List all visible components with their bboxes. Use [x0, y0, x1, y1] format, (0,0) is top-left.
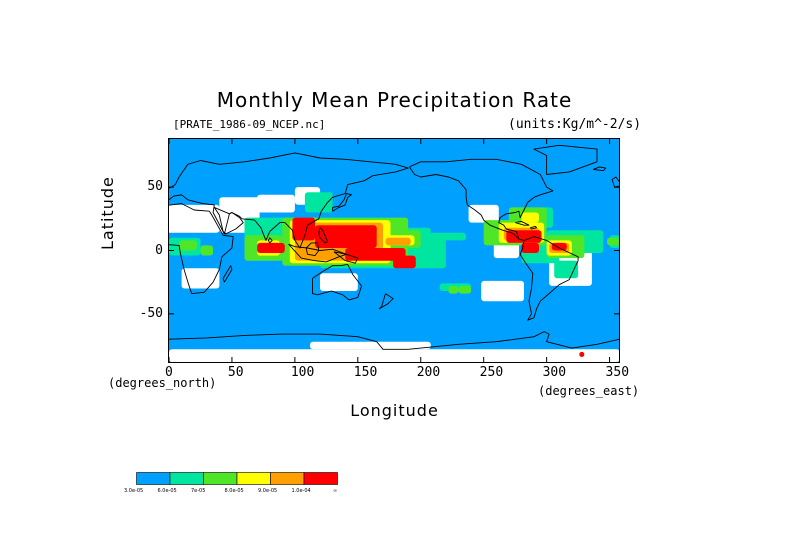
chart-title: Monthly Mean Precipitation Rate: [216, 88, 573, 112]
colorbar-swatch-0: [136, 472, 171, 485]
precip-cell-12: [169, 349, 619, 362]
precip-cell-51: [345, 248, 406, 261]
colorbar-swatch-5: [303, 472, 338, 485]
precip-cell-26: [179, 240, 197, 251]
precip-cell-41: [521, 212, 539, 223]
coastline-srilanka: [267, 237, 273, 244]
precip-cell-25: [554, 260, 579, 279]
x-tick-label-0: 0: [165, 365, 173, 380]
colorbar-swatch-1: [169, 472, 204, 485]
x-tick-label-7: 350: [605, 365, 630, 380]
units-label: (units:Kg/m^-2/s): [508, 117, 642, 132]
y-tick-label-1: 0: [155, 242, 163, 258]
precip-cell-34: [448, 286, 459, 294]
precip-cell-50: [315, 225, 377, 248]
precip-cell-11: [301, 187, 315, 193]
x-axis-units: (degrees_east): [538, 384, 640, 398]
coastline-southamerica: [519, 236, 579, 321]
coastline-borneo: [305, 242, 320, 257]
file-label: [PRATE_1986-09_NCEP.nc]: [173, 118, 326, 131]
precip-cell-3: [257, 194, 295, 213]
colorbar-label-0: 3.0e-05: [124, 488, 144, 494]
precip-cell-55: [551, 242, 567, 251]
coastline-philippines: [318, 227, 329, 244]
x-tick-label-6: 300: [542, 365, 567, 380]
precip-cell-7: [468, 204, 499, 223]
coastline-arabia: [213, 206, 244, 235]
coastline-africa: [169, 203, 234, 295]
precipitation-map: [169, 139, 619, 362]
precip-cell-52: [393, 255, 416, 269]
colorbar-label-4: 9.0e-05: [258, 488, 278, 494]
x-tick-label-4: 200: [416, 365, 441, 380]
coastline-newguinea: [333, 251, 359, 264]
coastline-antarctica: [169, 331, 619, 350]
precip-cell-56: [579, 351, 585, 357]
precip-cell-36: [458, 286, 472, 294]
precip-cell-54: [521, 242, 539, 253]
precip-cell-6: [320, 273, 358, 291]
coastline-japan: [332, 193, 352, 212]
colorbar-swatch-4: [270, 472, 305, 485]
coastline-newzealand: [378, 293, 394, 310]
precip-cell-53: [506, 230, 542, 243]
y-axis-units: (degrees_north): [108, 376, 217, 390]
plot-area: [168, 138, 620, 363]
colorbar-swatch-3: [236, 472, 271, 485]
precip-cell-47: [385, 237, 411, 246]
coastline-britain: [611, 176, 619, 188]
precip-cell-9: [481, 280, 524, 302]
x-tick-label-5: 250: [479, 365, 504, 380]
coastline-northamerica: [409, 158, 554, 241]
coastline-australia: [312, 263, 363, 301]
x-tick-label-1: 50: [227, 365, 244, 380]
precip-cell-23: [304, 192, 333, 213]
colorbar-label-2: 7e-05: [191, 488, 206, 494]
coastline-eurasia: [169, 152, 409, 249]
precip-cell-35: [607, 237, 619, 246]
precip-cell-48: [257, 242, 285, 253]
precip-cell-13: [310, 341, 431, 350]
coastline-hispaniola: [529, 225, 538, 230]
colorbar-swatch-2: [203, 472, 238, 485]
coastline-madagascar: [222, 265, 233, 283]
colorbar-label-3: 8.0e-05: [224, 488, 244, 494]
precip-cell-49: [292, 217, 316, 241]
colorbar-label-5: 1.0e-04: [291, 488, 311, 494]
x-tick-label-3: 150: [353, 365, 378, 380]
y-tick-label-2: -50: [139, 305, 163, 321]
coastline-greenland: [533, 144, 598, 175]
precip-cell-22: [415, 232, 466, 241]
y-tick-label-0: 50: [147, 179, 163, 195]
coastline-iceland: [593, 166, 607, 172]
colorbar-label-1: 6.0e-05: [157, 488, 177, 494]
colorbar-label-top: ∞: [333, 488, 338, 494]
coastline-cuba: [515, 220, 530, 226]
colorbar: [136, 472, 338, 485]
precip-cell-1: [169, 204, 220, 233]
y-axis-label: Latitude: [98, 176, 117, 250]
precip-cell-27: [200, 245, 214, 256]
x-axis-label: Longitude: [350, 401, 439, 420]
precip-cell-5: [181, 268, 220, 289]
x-tick-label-2: 100: [290, 365, 315, 380]
